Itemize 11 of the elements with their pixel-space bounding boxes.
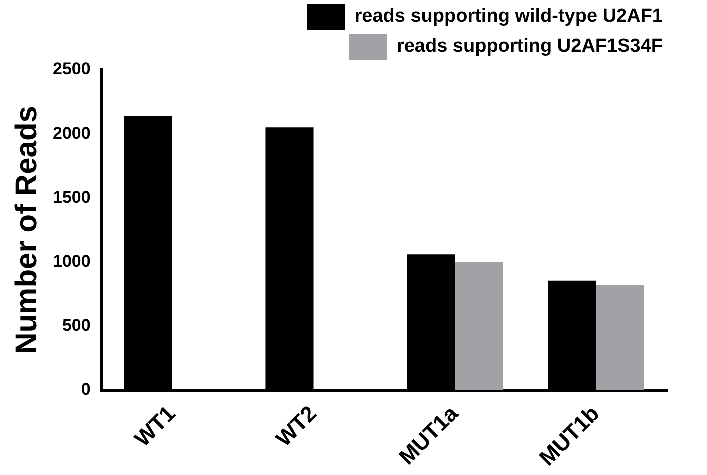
y-tick-label: 1000 [52, 252, 91, 271]
y-tick-label: 0 [81, 380, 91, 400]
y-tick-label: 2000 [52, 124, 91, 143]
y-tick-label: 1500 [52, 188, 91, 207]
legend-label: reads supporting wild-type U2AF1 [354, 6, 664, 28]
y-axis-title: Number of Reads [10, 106, 44, 354]
bar [596, 285, 644, 390]
y-tick-label: 2500 [52, 60, 91, 79]
y-tick-label: 500 [62, 316, 91, 336]
legend-label: reads supporting U2AF1S34F [396, 36, 664, 58]
bar [455, 262, 504, 390]
